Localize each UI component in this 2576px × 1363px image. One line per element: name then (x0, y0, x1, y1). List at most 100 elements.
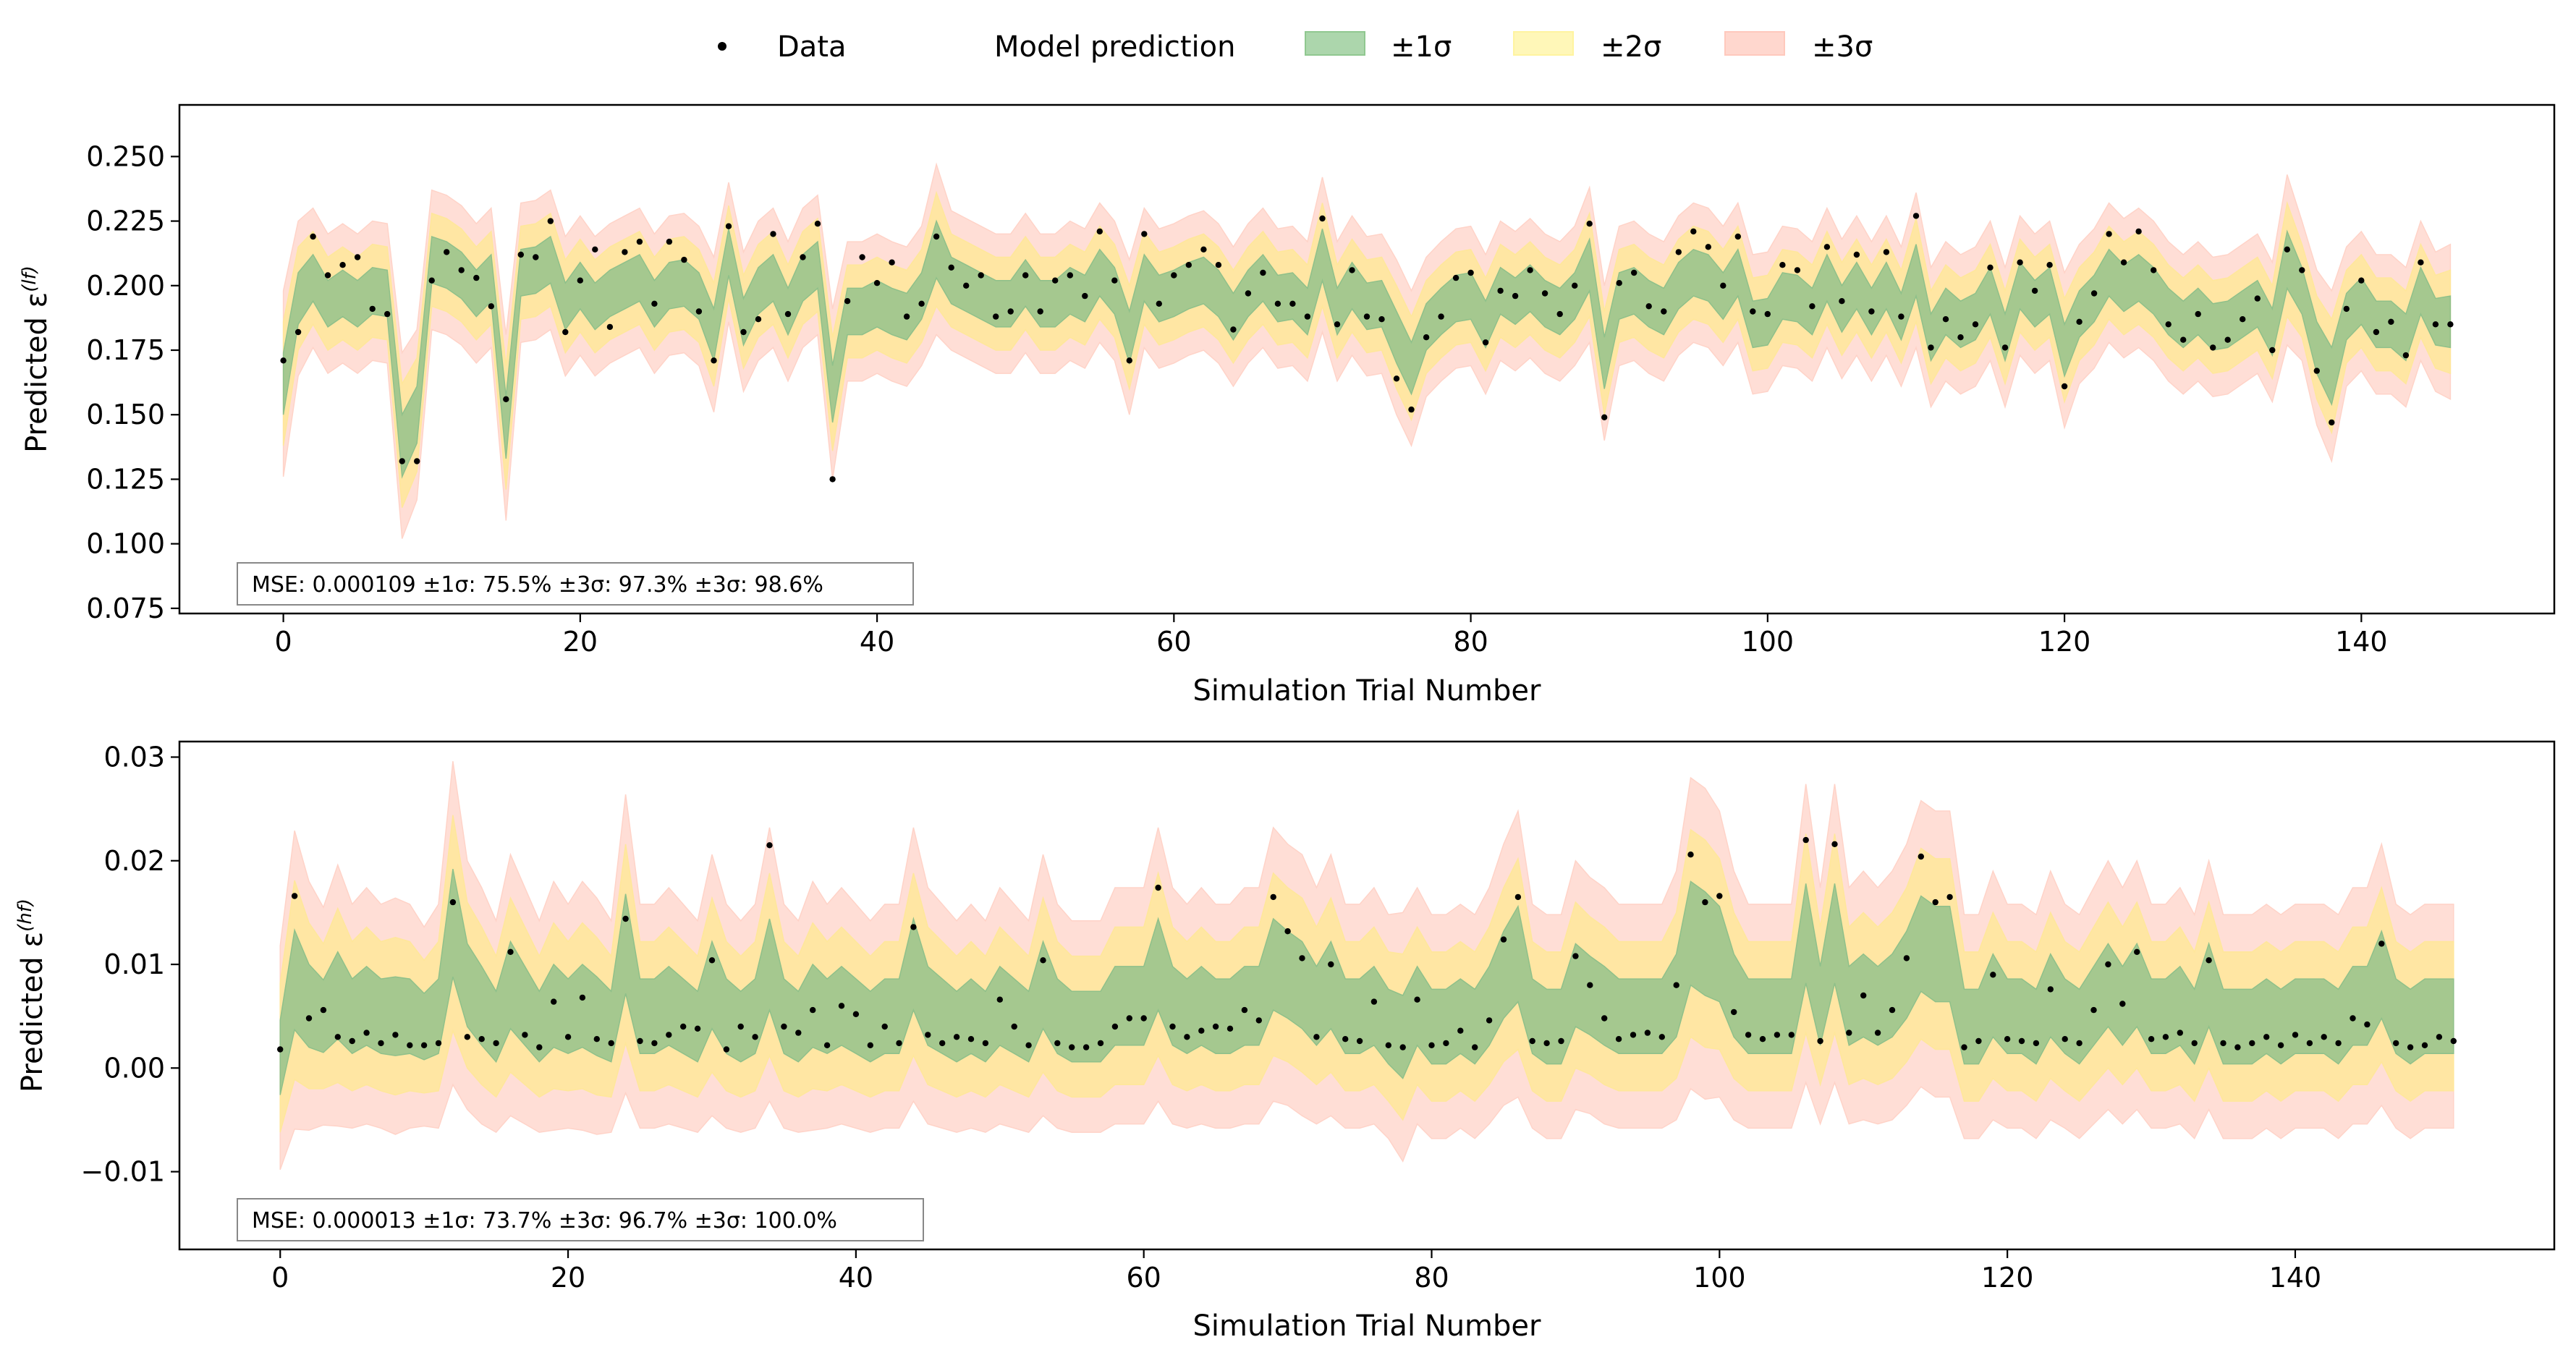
data-point (694, 1025, 701, 1032)
data-point (1363, 313, 1370, 320)
data-point (334, 1034, 341, 1040)
data-point (859, 254, 865, 260)
data-point (636, 238, 643, 245)
data-point (784, 310, 792, 318)
data-point (1883, 249, 1890, 255)
x-axis-ticks-hf: 0 20 40 60 80 100 120 140 (271, 1249, 2321, 1294)
data-point (1716, 893, 1723, 899)
legend-label: Model prediction (994, 30, 1236, 64)
x-tick-label: 80 (1453, 626, 1488, 658)
data-point (1918, 853, 1924, 860)
data-point (1846, 1029, 1852, 1036)
x-tick-label: 100 (1742, 626, 1795, 658)
data-point (1185, 262, 1192, 268)
data-point (295, 328, 302, 336)
data-point (1342, 1036, 1349, 1043)
data-point (2378, 940, 2385, 947)
data-point (1467, 269, 1474, 276)
data-point (2090, 1006, 2097, 1014)
data-point (1443, 1040, 1449, 1047)
data-point (324, 272, 331, 279)
data-point (2033, 1040, 2040, 1047)
data-point (2284, 246, 2290, 252)
data-point (1527, 267, 1533, 273)
data-point (1155, 884, 1161, 891)
y-tick-label: 0.00 (103, 1052, 165, 1084)
data-point (896, 1040, 902, 1047)
x-tick-label: 120 (2038, 626, 2091, 658)
data-point (2001, 344, 2009, 351)
data-point (414, 458, 420, 464)
legend-item: Model prediction (994, 30, 1236, 64)
legend-label: Data (777, 30, 847, 64)
x-axis-label-hf: Simulation Trial Number (1193, 1309, 1541, 1343)
data-point (1457, 1027, 1464, 1034)
data-point (918, 300, 925, 307)
metrics-annotation-hf: MSE: 0.000013 ±1σ: 73.7% ±3σ: 96.7% ±3σ:… (237, 1198, 924, 1241)
x-tick-label: 120 (1981, 1262, 2034, 1294)
data-point (1328, 961, 1334, 968)
data-point (420, 1042, 428, 1049)
data-point (399, 458, 405, 464)
data-point (522, 1032, 528, 1038)
data-point (507, 948, 514, 956)
data-point (1011, 1023, 1017, 1030)
y-tick-label: 0.200 (86, 270, 165, 302)
data-point (2407, 1044, 2414, 1050)
legend-item: ±1σ (1305, 30, 1452, 64)
x-tick-label: 80 (1414, 1262, 1449, 1294)
data-point (2106, 231, 2112, 237)
data-point (1734, 233, 1741, 240)
data-point (1673, 982, 1679, 988)
data-point (2335, 1040, 2342, 1047)
data-point (1774, 1032, 1781, 1038)
data-point (1255, 1017, 1263, 1024)
data-point (2418, 259, 2424, 266)
y-axis-label-lf: Predicted ε(lf) (19, 266, 54, 453)
data-point (1932, 899, 1939, 906)
data-point (2358, 277, 2365, 284)
y-axis-label-sup-hf: (hf) (14, 899, 36, 932)
data-point (1069, 1044, 1075, 1050)
data-point (310, 233, 316, 240)
data-point (1212, 1023, 1219, 1030)
data-point (2306, 1040, 2313, 1047)
data-point (1284, 928, 1291, 935)
data-point (2269, 347, 2276, 354)
data-point (2350, 1015, 2356, 1022)
data-point (2135, 228, 2142, 235)
data-point (280, 357, 287, 364)
data-point (551, 998, 557, 1005)
data-point (2277, 1042, 2284, 1049)
x-tick-label: 140 (2269, 1262, 2322, 1294)
data-point (1839, 298, 1845, 305)
data-point (1586, 221, 1593, 227)
metrics-annotation-lf: MSE: 0.000109 ±1σ: 75.5% ±3σ: 97.3% ±3σ:… (237, 562, 914, 606)
data-point (2090, 290, 2098, 297)
data-point (592, 246, 598, 252)
data-point (1759, 1036, 1766, 1043)
data-point (593, 1036, 600, 1043)
data-point (910, 924, 917, 930)
data-point (695, 308, 703, 315)
legend-label: ±3σ (1812, 30, 1873, 64)
data-point (933, 233, 940, 240)
data-point (1831, 841, 1838, 848)
legend-item: ±2σ (1513, 30, 1661, 64)
x-tick-label: 20 (551, 1262, 585, 1294)
data-point (2249, 1040, 2255, 1047)
data-point (1809, 303, 1816, 310)
data-point (1007, 308, 1014, 315)
data-point (1961, 1044, 1967, 1050)
data-point (889, 259, 895, 266)
data-point (2120, 259, 2127, 266)
data-point (369, 305, 376, 313)
data-point (1658, 1034, 1665, 1040)
data-point (939, 1040, 946, 1047)
data-point (1025, 1042, 1032, 1049)
data-point (1675, 249, 1682, 255)
data-point (948, 264, 954, 271)
data-point (1541, 290, 1548, 297)
data-point (2364, 1021, 2370, 1028)
data-point (1788, 1032, 1795, 1038)
